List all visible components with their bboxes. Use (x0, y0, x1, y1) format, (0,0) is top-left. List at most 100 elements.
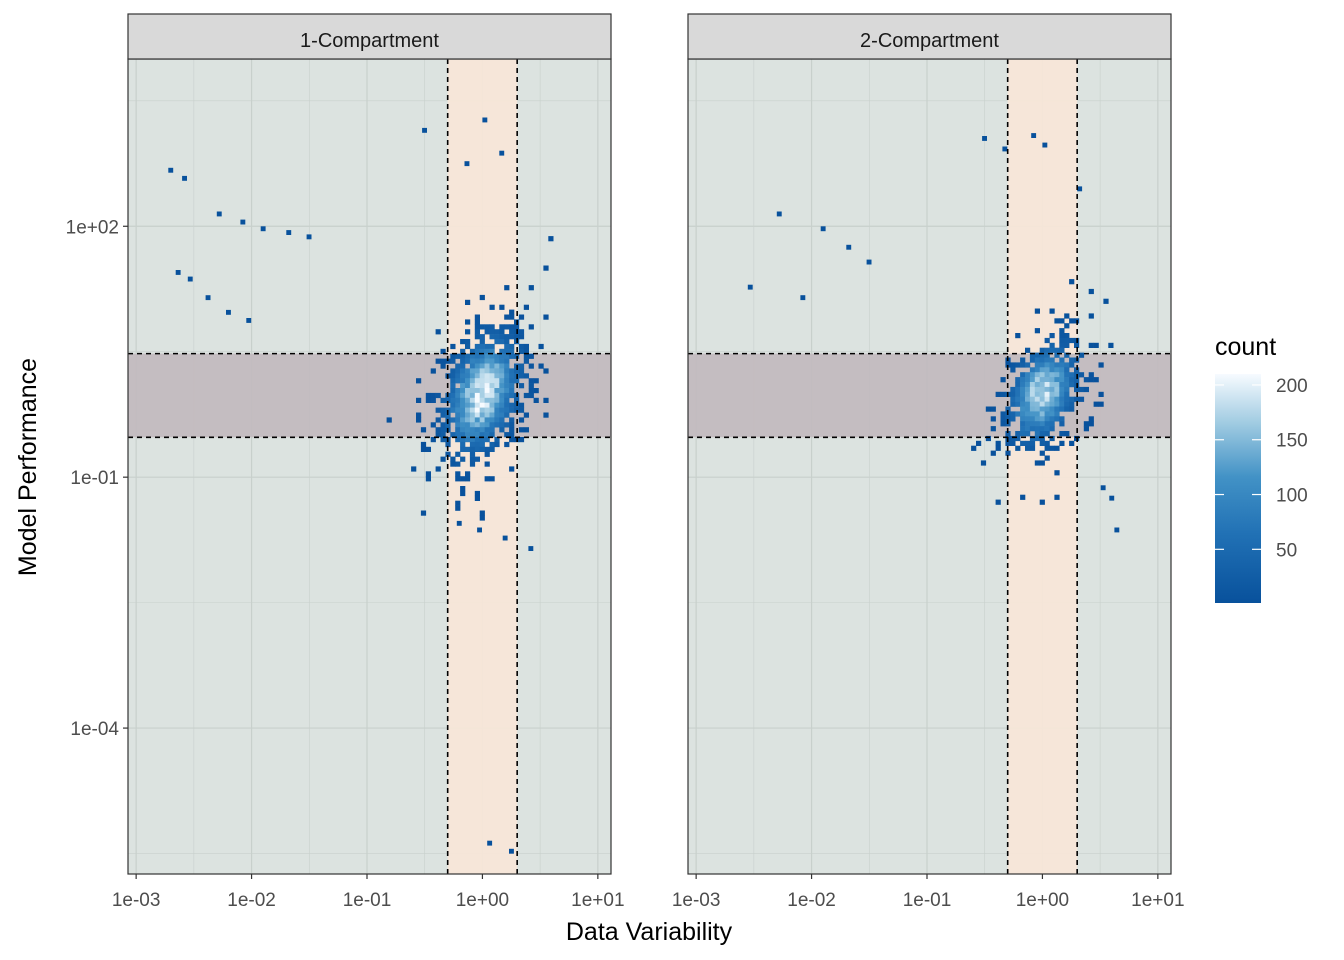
density-bin (460, 422, 466, 428)
density-bin (1054, 445, 1060, 451)
density-bin (386, 417, 392, 423)
density-bin (469, 446, 476, 452)
density-bin (1109, 495, 1115, 501)
density-bin (1059, 391, 1065, 397)
density-bin (474, 368, 480, 374)
density-bin (1015, 435, 1021, 442)
density-bin (1000, 411, 1006, 417)
density-bin (533, 378, 539, 384)
density-bin (479, 412, 485, 418)
density-bin (1034, 401, 1040, 407)
density-bin (1025, 396, 1031, 402)
density-bin (499, 412, 505, 418)
x-tick-label: 1e+01 (1131, 890, 1184, 911)
density-bin (1054, 401, 1060, 407)
density-bin (518, 343, 525, 350)
density-bin (460, 392, 466, 399)
density-bin (509, 466, 515, 472)
density-bin (1064, 362, 1070, 368)
density-bin (518, 348, 525, 354)
density-bin (469, 412, 476, 418)
density-bin (474, 422, 480, 428)
density-bin (479, 432, 485, 438)
density-bin (460, 441, 466, 448)
density-bin (1100, 485, 1106, 491)
density-bin (504, 388, 510, 394)
density-bin (1025, 372, 1031, 378)
density-bin (509, 314, 515, 320)
density-bin (518, 427, 525, 433)
facet-panel: 1-Compartment 1e-03 1e-02 1e-01 1e+00 1e+01 1e… (66, 13, 625, 911)
density-bin (450, 461, 456, 467)
density-bin (1093, 342, 1099, 348)
density-bin (469, 451, 476, 457)
density-bin (455, 368, 461, 374)
density-bin (460, 358, 466, 364)
density-bin (1039, 499, 1045, 505)
density-bin (479, 343, 485, 350)
density-bin (474, 437, 480, 443)
density-bin (435, 392, 441, 399)
density-bin (509, 392, 515, 399)
density-bin (1025, 445, 1031, 451)
density-bin (509, 324, 515, 330)
density-bin (469, 373, 476, 379)
density-bin (450, 373, 456, 379)
density-bin (1010, 362, 1016, 368)
density-bin (489, 407, 495, 413)
density-bin (1034, 391, 1040, 397)
density-bin (479, 334, 485, 340)
density-bin (479, 510, 485, 516)
density-bin (465, 412, 471, 418)
density-bin (450, 353, 456, 359)
density-bin (1025, 377, 1031, 383)
density-bin (1088, 416, 1094, 422)
density-bin (460, 486, 466, 492)
density-bin (182, 175, 187, 181)
density-bin (1025, 440, 1031, 446)
density-bin (499, 334, 505, 340)
density-bins (168, 117, 554, 854)
density-bin (1044, 406, 1050, 412)
density-bin (1005, 431, 1011, 437)
density-bin (445, 412, 451, 418)
density-bin (1020, 362, 1026, 368)
density-bin (1083, 421, 1089, 427)
density-bin (1044, 372, 1050, 378)
density-bin (1044, 337, 1050, 344)
density-bin (1039, 386, 1045, 393)
density-bin (460, 476, 466, 482)
density-bin (1034, 426, 1040, 432)
density-bin (1034, 362, 1040, 368)
density-bin (1054, 396, 1060, 402)
density-bin (528, 378, 534, 384)
density-bin (494, 358, 500, 364)
density-bin (1020, 377, 1026, 383)
density-bin (523, 348, 529, 354)
density-bin (479, 417, 485, 423)
x-tick-label: 1e-02 (227, 890, 276, 911)
density-bin (1010, 440, 1016, 446)
variability-band (1007, 59, 1078, 874)
y-tick-label: 1e+02 (66, 217, 119, 238)
density-bin (460, 432, 466, 438)
density-bin (450, 397, 456, 403)
density-bin (484, 451, 490, 457)
density-bin (504, 397, 510, 403)
density-bin (543, 368, 549, 374)
density-bin (226, 309, 231, 315)
density-bin (450, 383, 456, 389)
density-bin (1039, 352, 1045, 358)
density-bin (1044, 347, 1050, 353)
density-bin (1059, 377, 1065, 383)
density-bin (1000, 416, 1006, 422)
density-bin (995, 499, 1001, 505)
density-bin (1098, 362, 1104, 368)
density-bin (479, 437, 485, 443)
density-bin (1049, 426, 1055, 432)
density-bin (499, 304, 505, 310)
density-bin (425, 471, 431, 477)
density-bin (489, 353, 495, 359)
density-bin (435, 427, 441, 433)
density-bin (499, 422, 505, 428)
